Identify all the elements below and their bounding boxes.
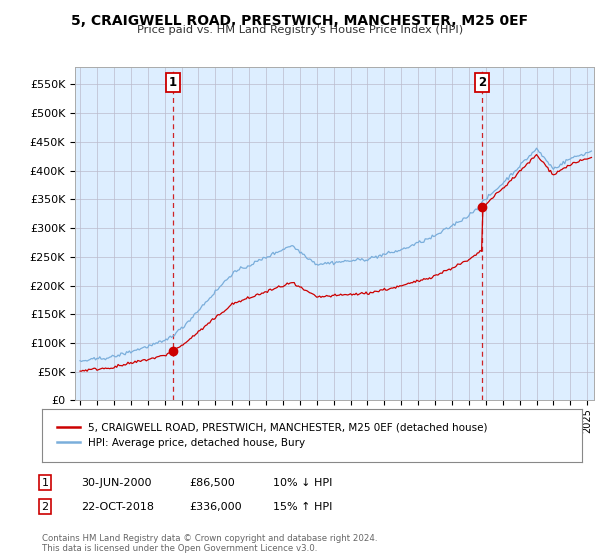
Text: 10% ↓ HPI: 10% ↓ HPI bbox=[273, 478, 332, 488]
Text: £336,000: £336,000 bbox=[189, 502, 242, 512]
Text: Contains HM Land Registry data © Crown copyright and database right 2024.
This d: Contains HM Land Registry data © Crown c… bbox=[42, 534, 377, 553]
Text: 5, CRAIGWELL ROAD, PRESTWICH, MANCHESTER, M25 0EF: 5, CRAIGWELL ROAD, PRESTWICH, MANCHESTER… bbox=[71, 14, 529, 28]
Text: 22-OCT-2018: 22-OCT-2018 bbox=[81, 502, 154, 512]
Text: 2: 2 bbox=[478, 76, 487, 88]
Text: Price paid vs. HM Land Registry's House Price Index (HPI): Price paid vs. HM Land Registry's House … bbox=[137, 25, 463, 35]
Text: 1: 1 bbox=[169, 76, 177, 88]
Legend: 5, CRAIGWELL ROAD, PRESTWICH, MANCHESTER, M25 0EF (detached house), HPI: Average: 5, CRAIGWELL ROAD, PRESTWICH, MANCHESTER… bbox=[53, 418, 491, 452]
Text: 30-JUN-2000: 30-JUN-2000 bbox=[81, 478, 151, 488]
Text: 15% ↑ HPI: 15% ↑ HPI bbox=[273, 502, 332, 512]
Text: £86,500: £86,500 bbox=[189, 478, 235, 488]
Text: 1: 1 bbox=[41, 478, 49, 488]
Text: 2: 2 bbox=[41, 502, 49, 512]
